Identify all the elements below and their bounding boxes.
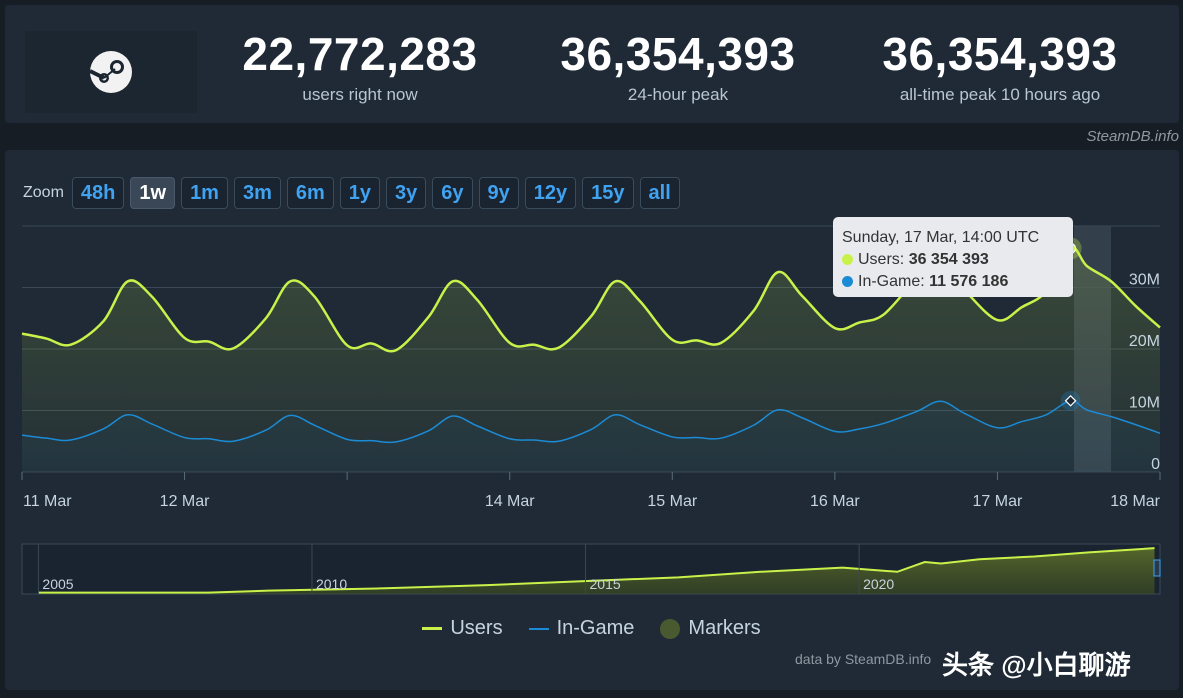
- zoom-button-1y[interactable]: 1y: [339, 177, 381, 209]
- zoom-button-6m[interactable]: 6m: [286, 177, 334, 209]
- stat-current-value: 22,772,283: [242, 28, 478, 80]
- zoom-label: Zoom: [23, 184, 64, 201]
- stat-24h-peak-label: 24-hour peak: [627, 85, 729, 104]
- stat-current: 22,772,283 users right now: [210, 31, 510, 105]
- tooltip-ingame-label: In-Game:: [858, 273, 925, 290]
- ingame-hover-point: [1064, 394, 1077, 407]
- tooltip-ingame: In-Game: 11 576 186: [842, 271, 1064, 293]
- y-tick-label: 10M: [1129, 395, 1160, 412]
- users-line-icon: [422, 627, 443, 630]
- x-tick-label: 11 Mar: [23, 493, 72, 510]
- legend-ingame-label: In-Game: [556, 617, 635, 639]
- users-dot-icon: [842, 254, 853, 265]
- zoom-button-12y[interactable]: 12y: [524, 177, 577, 209]
- x-tick-label: 12 Mar: [160, 493, 210, 510]
- tooltip-ingame-value: 11 576 186: [929, 273, 1009, 290]
- zoom-button-3y[interactable]: 3y: [386, 177, 427, 209]
- tooltip-title: Sunday, 17 Mar, 14:00 UTC: [842, 229, 1040, 246]
- x-tick-label: 18 Mar: [1110, 493, 1160, 510]
- zoom-button-9y[interactable]: 9y: [478, 177, 519, 209]
- tooltip-users-value: 36 354 393: [908, 251, 989, 268]
- credit-steamdb-top[interactable]: SteamDB.info: [1086, 128, 1179, 145]
- x-tick-label: 17 Mar: [973, 493, 1023, 510]
- watermark: 头条 @小白聊游: [942, 650, 1131, 680]
- ingame-series-line: [21, 400, 1161, 444]
- navigator-tick-label: 2010: [316, 576, 347, 592]
- stat-current-label: users right now: [302, 85, 418, 104]
- legend-users[interactable]: Users: [422, 617, 503, 640]
- x-tick-label: 15 Mar: [647, 493, 697, 510]
- stats-panel: 22,772,283 users right now 36,354,393 24…: [5, 5, 1179, 123]
- stat-all-time-peak-label: all-time peak 10 hours ago: [899, 85, 1101, 104]
- y-tick-label: 30M: [1129, 272, 1160, 289]
- legend-markers[interactable]: Markers: [660, 617, 761, 640]
- users-series-line: [21, 246, 1161, 353]
- x-tick-label: 16 Mar: [810, 493, 860, 510]
- navigator-area: [38, 548, 1155, 594]
- zoom-button-3m[interactable]: 3m: [233, 177, 281, 209]
- stat-all-time-peak-value: 36,354,393: [882, 28, 1118, 80]
- legend-ingame[interactable]: In-Game: [528, 617, 635, 640]
- stat-24h-peak: 36,354,393 24-hour peak: [528, 31, 828, 105]
- navigator-tick-label: 2020: [863, 576, 894, 592]
- navigator-tick-label: 2015: [590, 576, 621, 592]
- credit-steamdb-bottom[interactable]: data by SteamDB.info: [795, 651, 932, 667]
- steam-logo: [25, 31, 197, 113]
- navigator-handle[interactable]: [1153, 559, 1161, 577]
- zoom-bar: Zoom 48h 1w 1m 3m 6m 1y 3y 6y 9y 12y 15y all: [23, 176, 686, 210]
- ingame-area: [22, 400, 1160, 472]
- y-tick-label: 0: [1151, 456, 1160, 473]
- markers-dot-icon: [660, 618, 681, 639]
- legend-markers-label: Markers: [688, 617, 761, 639]
- steam-icon: [89, 51, 132, 93]
- ingame-dot-icon: [842, 276, 853, 287]
- navigator-users-line: [38, 547, 1155, 594]
- zoom-button-1m[interactable]: 1m: [181, 177, 228, 209]
- zoom-button-all[interactable]: all: [639, 177, 680, 209]
- legend-users-label: Users: [450, 617, 503, 639]
- stat-all-time-peak: 36,354,393 all-time peak 10 hours ago: [850, 31, 1150, 105]
- zoom-button-1w[interactable]: 1w: [130, 177, 176, 209]
- zoom-button-15y[interactable]: 15y: [582, 177, 634, 209]
- users-area: [22, 247, 1160, 472]
- ingame-line-icon: [528, 627, 549, 630]
- zoom-buttons: 48h 1w 1m 3m 6m 1y 3y 6y 9y 12y 15y all: [71, 177, 686, 209]
- y-tick-label: 20M: [1129, 333, 1160, 350]
- zoom-button-48h[interactable]: 48h: [71, 177, 125, 209]
- tooltip-users-label: Users:: [858, 251, 905, 268]
- x-tick-label: 14 Mar: [485, 493, 535, 510]
- stat-24h-peak-value: 36,354,393: [560, 28, 796, 80]
- tooltip: Sunday, 17 Mar, 14:00 UTC Users: 36 354 …: [833, 217, 1073, 297]
- zoom-button-6y[interactable]: 6y: [432, 177, 473, 209]
- navigator-tick-label: 2005: [42, 576, 73, 592]
- tooltip-users: Users: 36 354 393: [842, 249, 1064, 271]
- legend: Users In-Game Markers: [0, 617, 1183, 640]
